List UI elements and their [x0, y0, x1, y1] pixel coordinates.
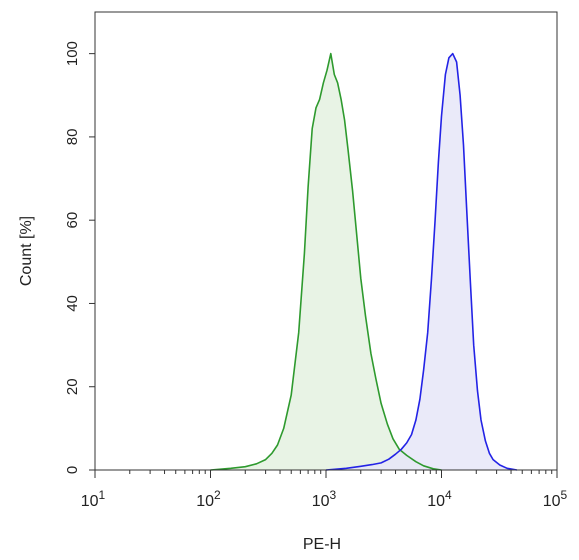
y-tick-label: 20 [64, 378, 81, 395]
series-1-line [210, 52, 442, 471]
y-tick-label: 60 [64, 212, 81, 229]
y-tick-label: 0 [64, 466, 81, 474]
x-tick-label: 103 [312, 488, 337, 510]
x-tick-label: 101 [81, 488, 106, 510]
series-2-line [325, 52, 518, 471]
x-tick-label: 105 [543, 488, 568, 510]
series-2-area [326, 53, 517, 470]
series-1-area [210, 53, 442, 470]
x-tick-label: 104 [427, 488, 452, 510]
y-axis-label: Count [%] [18, 216, 35, 286]
y-tick-label: 40 [64, 295, 81, 312]
y-tick-label: 80 [64, 129, 81, 146]
x-tick-label: 102 [196, 488, 221, 510]
x-axis-label: PE-H [303, 536, 341, 553]
y-tick-label: 100 [64, 41, 81, 66]
